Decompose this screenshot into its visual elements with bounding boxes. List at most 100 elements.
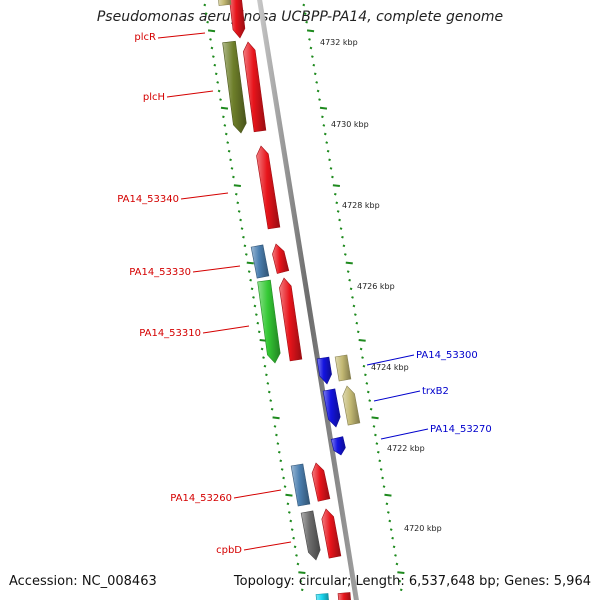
kbp-label: 4720 kbp bbox=[404, 524, 442, 533]
scale-tick bbox=[289, 519, 293, 523]
kbp-label: 4732 kbp bbox=[320, 38, 358, 47]
scale-tick bbox=[348, 278, 352, 282]
gene-label-leader bbox=[233, 489, 282, 499]
scale-tick bbox=[333, 192, 337, 196]
scale-tick bbox=[385, 502, 389, 506]
gene-label[interactable]: PA14_53270 bbox=[430, 424, 492, 435]
scale-tick bbox=[257, 330, 261, 334]
gene-feature[interactable] bbox=[279, 277, 303, 362]
scale-tick bbox=[234, 192, 238, 196]
scale-tick bbox=[216, 81, 220, 84]
gene-feature[interactable] bbox=[242, 41, 267, 133]
gene-label-leader bbox=[166, 90, 214, 98]
kbp-label: 4722 kbp bbox=[387, 444, 425, 453]
gene-feature[interactable] bbox=[311, 462, 331, 502]
gene-label-leader bbox=[366, 354, 415, 366]
gene-label[interactable]: PA14_53340 bbox=[117, 194, 179, 205]
gene-label[interactable]: trxB2 bbox=[422, 386, 449, 397]
scale-tick bbox=[381, 476, 384, 480]
gene-feature[interactable] bbox=[257, 279, 281, 364]
scale-tick bbox=[312, 63, 316, 67]
scale-tick bbox=[398, 579, 402, 583]
scale-tick bbox=[220, 106, 229, 110]
scale-tick bbox=[286, 502, 290, 506]
gene-feature[interactable] bbox=[321, 508, 342, 559]
scale-tick bbox=[219, 98, 222, 101]
scale-tick bbox=[254, 313, 258, 316]
scale-tick bbox=[313, 72, 317, 76]
scale-tick bbox=[384, 493, 392, 497]
scale-tick bbox=[263, 364, 267, 368]
scale-tick bbox=[366, 390, 370, 394]
gene-feature[interactable] bbox=[218, 0, 232, 6]
gene-feature[interactable] bbox=[342, 385, 361, 426]
scale-tick bbox=[349, 287, 353, 291]
scale-tick bbox=[359, 347, 363, 351]
scale-tick bbox=[394, 554, 397, 557]
gene-feature[interactable] bbox=[316, 356, 332, 385]
scale-tick bbox=[323, 132, 327, 136]
scale-tick bbox=[207, 29, 216, 33]
scale-tick bbox=[242, 235, 245, 239]
scale-tick bbox=[368, 399, 372, 402]
scale-tick bbox=[315, 81, 319, 84]
scale-tick bbox=[283, 485, 287, 488]
scale-tick bbox=[300, 588, 304, 592]
gene-feature[interactable] bbox=[229, 0, 246, 39]
gene-feature[interactable] bbox=[250, 244, 270, 279]
scale-tick bbox=[397, 571, 405, 574]
scale-tick bbox=[290, 528, 294, 531]
gene-feature[interactable] bbox=[337, 592, 351, 600]
scale-tick bbox=[232, 175, 235, 179]
gene-label[interactable]: cpbD bbox=[216, 545, 242, 556]
scale-tick bbox=[305, 20, 309, 24]
kbp-label: 4726 kbp bbox=[357, 282, 395, 291]
scale-tick bbox=[272, 416, 280, 420]
scale-tick bbox=[342, 244, 346, 248]
scale-tick bbox=[270, 407, 274, 411]
scale-tick bbox=[372, 425, 376, 428]
gene-feature[interactable] bbox=[290, 463, 311, 507]
kbp-scale-labels: 4732 kbp 4730 kbp 4728 kbp 4726 kbp 4724 kbp… bbox=[320, 38, 442, 533]
scale-tick bbox=[308, 38, 311, 41]
gene-feature[interactable] bbox=[330, 436, 346, 456]
gene-label[interactable]: plcH bbox=[143, 92, 165, 103]
scale-tick bbox=[266, 382, 270, 385]
scale-tick bbox=[244, 253, 248, 256]
kbp-label: 4724 kbp bbox=[371, 363, 409, 372]
gene-feature[interactable] bbox=[272, 243, 290, 274]
gene-feature[interactable] bbox=[334, 354, 352, 382]
scale-tick bbox=[211, 55, 215, 58]
scale-tick bbox=[279, 459, 283, 463]
gene-label[interactable]: PA14_53300 bbox=[416, 350, 478, 361]
gene-label-leader bbox=[243, 541, 292, 551]
scale-tick bbox=[338, 218, 341, 222]
gene-feature[interactable] bbox=[322, 388, 341, 428]
gene-label[interactable]: PA14_53260 bbox=[170, 493, 232, 504]
gene-label[interactable]: plcR bbox=[134, 32, 156, 43]
scale-tick bbox=[203, 3, 207, 7]
kbp-label: 4730 kbp bbox=[331, 120, 369, 129]
scale-tick bbox=[382, 485, 386, 488]
scale-tick bbox=[226, 141, 230, 144]
gene-feature[interactable] bbox=[315, 593, 329, 600]
scale-tick bbox=[230, 167, 234, 170]
scale-tick bbox=[343, 253, 347, 256]
gene-feature[interactable] bbox=[222, 40, 247, 134]
scale-tick bbox=[352, 304, 356, 308]
gene-feature[interactable] bbox=[256, 145, 281, 230]
scale-tick bbox=[361, 356, 364, 359]
scale-tick bbox=[339, 227, 343, 230]
scale-tick bbox=[356, 330, 360, 334]
scale-tick bbox=[275, 433, 278, 437]
scale-tick bbox=[358, 339, 366, 342]
scale-tick bbox=[239, 218, 242, 222]
gene-label-leader bbox=[373, 390, 421, 402]
scale-tick bbox=[296, 562, 300, 566]
gene-label[interactable]: PA14_53310 bbox=[139, 328, 201, 339]
gene-label[interactable]: PA14_53330 bbox=[129, 267, 191, 278]
scale-tick bbox=[353, 313, 357, 316]
gene-feature[interactable] bbox=[300, 510, 321, 561]
